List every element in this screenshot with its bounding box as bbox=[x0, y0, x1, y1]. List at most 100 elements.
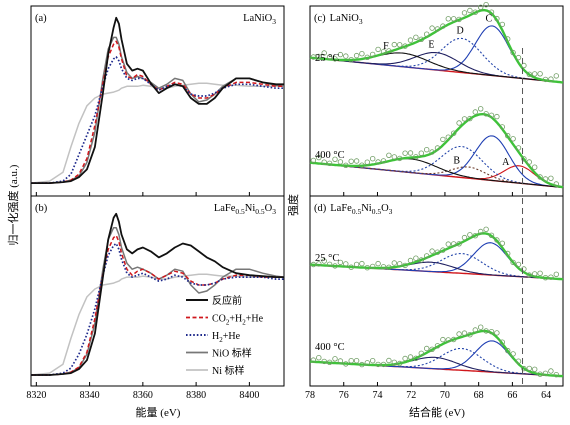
x-tick-label: 8380 bbox=[186, 390, 206, 401]
exp-data-point bbox=[391, 260, 397, 266]
exp-data-point bbox=[499, 339, 505, 345]
exp-data-point bbox=[386, 357, 392, 364]
exp-data-point bbox=[407, 354, 414, 360]
exp-data-point bbox=[521, 62, 527, 69]
panel-a-title-base: LaNiO bbox=[243, 13, 273, 24]
series-fresh-panel-a bbox=[31, 16, 284, 184]
exp-data-point bbox=[537, 174, 543, 180]
x-tick-label: 8360 bbox=[133, 390, 153, 401]
panel-d-label-letter: (d) bbox=[314, 203, 327, 214]
panel-d-frame bbox=[309, 195, 564, 387]
exp-data-point bbox=[456, 241, 462, 247]
exp-data-point bbox=[326, 359, 333, 365]
panel-d-title-p3: 0.5 bbox=[372, 207, 382, 216]
exp-data-point bbox=[424, 31, 430, 37]
exp-data-point bbox=[402, 150, 408, 156]
x-tick-label: 8400 bbox=[239, 390, 259, 401]
exp-data-point bbox=[348, 57, 354, 63]
exp-data-point bbox=[418, 350, 424, 356]
exp-data-point bbox=[332, 356, 338, 362]
panel-b-title-p0: LaFe bbox=[214, 203, 236, 214]
exp-data-point bbox=[434, 343, 441, 349]
exp-data-point bbox=[548, 274, 554, 280]
exp-data-point bbox=[353, 358, 360, 364]
exp-data-point bbox=[505, 36, 511, 42]
legend-label-fresh: 反应前 bbox=[212, 294, 242, 307]
panel-a-title: LaNiO3 bbox=[243, 13, 276, 26]
panel-d-title-p0: LaFe bbox=[330, 203, 352, 214]
exp-data-point bbox=[397, 155, 403, 162]
exp-data-point bbox=[553, 271, 559, 277]
exp-data-point bbox=[451, 16, 457, 22]
exp-data-point bbox=[332, 156, 338, 162]
exp-data-point bbox=[391, 154, 397, 160]
exp-data-point bbox=[343, 53, 349, 59]
exp-data-point bbox=[467, 7, 473, 14]
exp-data-point bbox=[370, 358, 376, 364]
exp-data-point bbox=[494, 237, 500, 243]
panel-d-title-p5: 3 bbox=[389, 207, 393, 216]
exp-data-point bbox=[326, 160, 333, 166]
series-ni_std-panel-b bbox=[30, 273, 284, 376]
exp-data-point bbox=[353, 158, 360, 164]
exp-data-point bbox=[488, 329, 495, 335]
panel-c-label-letter: (c) bbox=[314, 13, 326, 24]
exp-data-point bbox=[467, 332, 473, 338]
x-tick-label: 66 bbox=[507, 390, 517, 401]
peak-label-F: F bbox=[383, 41, 389, 52]
exp-data-point bbox=[375, 159, 381, 165]
exp-data-point bbox=[472, 327, 478, 333]
exp-data-point bbox=[451, 336, 457, 343]
exp-data-point bbox=[494, 15, 500, 22]
exp-data-point bbox=[505, 132, 511, 139]
exp-data-point bbox=[494, 330, 500, 336]
exp-data-point bbox=[380, 49, 387, 55]
exp-data-point bbox=[499, 124, 505, 130]
exp-data-point bbox=[321, 358, 327, 365]
exp-data-point bbox=[359, 260, 365, 267]
exp-data-point bbox=[391, 41, 397, 48]
exp-data-point bbox=[326, 261, 333, 267]
spectrum-label: 400 °C bbox=[315, 150, 345, 161]
exp-data-point bbox=[321, 50, 327, 56]
exp-data-point bbox=[515, 261, 522, 268]
exp-data-point bbox=[321, 258, 327, 264]
exp-data-point bbox=[434, 26, 441, 32]
exp-data-point bbox=[375, 46, 381, 53]
exp-data-point bbox=[364, 159, 370, 165]
exp-data-point bbox=[488, 9, 495, 15]
exp-data-point bbox=[348, 158, 354, 164]
legend-label-co2: CO2+H2+He bbox=[212, 314, 264, 327]
exp-data-point bbox=[526, 272, 532, 278]
panel-b-title: LaFe0.5Ni0.5O3 bbox=[214, 203, 276, 216]
exp-data-point bbox=[343, 261, 349, 267]
exp-data-point bbox=[353, 261, 360, 268]
exp-data-point bbox=[434, 249, 441, 255]
exp-data-point bbox=[337, 51, 344, 58]
exp-data-point bbox=[461, 330, 468, 336]
exp-data-point bbox=[451, 241, 457, 247]
exp-data-point bbox=[521, 365, 527, 372]
exp-data-point bbox=[316, 355, 322, 361]
exp-data-point bbox=[348, 358, 354, 364]
exp-data-point bbox=[391, 359, 397, 365]
exp-data-point bbox=[386, 264, 392, 270]
exp-data-point bbox=[359, 361, 365, 368]
exp-data-point bbox=[440, 336, 446, 343]
series-nio-panel-b bbox=[31, 226, 285, 376]
exp-data-point bbox=[553, 73, 559, 79]
legend-label-part: H bbox=[212, 331, 219, 342]
exp-data-point bbox=[380, 158, 387, 164]
panel-c-label: (c) LaNiO3 bbox=[314, 13, 363, 26]
exp-data-point bbox=[526, 365, 532, 372]
exp-data-point bbox=[364, 54, 370, 60]
exp-data-point bbox=[370, 263, 376, 270]
exp-data-point bbox=[429, 346, 435, 352]
x-tick-label: 76 bbox=[339, 390, 349, 401]
exp-data-point bbox=[375, 260, 381, 267]
legend-label-ni_std: Ni 标样 bbox=[212, 364, 245, 377]
exp-data-point bbox=[364, 360, 370, 366]
exp-data-point bbox=[532, 164, 538, 170]
